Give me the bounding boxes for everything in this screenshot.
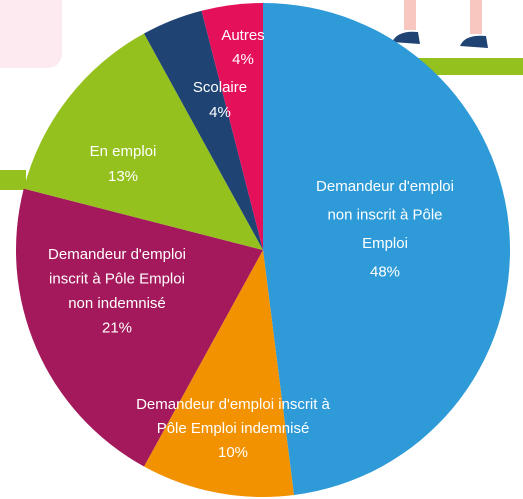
- slice-value-label: 21%: [102, 319, 132, 336]
- slice-value-label: 4%: [232, 51, 254, 68]
- pie-slice: [263, 3, 511, 496]
- slice-label: En emploi: [90, 143, 157, 160]
- pie-slice: [23, 33, 263, 251]
- decor-feet: [392, 0, 488, 48]
- slice-value-label: 48%: [370, 263, 400, 280]
- slice-value-label: 13%: [108, 168, 138, 185]
- slice-label: Demandeur d'emploi non inscrit à Pôle Empl…: [316, 178, 454, 252]
- pie: [16, 3, 511, 497]
- decor-strip: [0, 170, 26, 190]
- labels: Demandeur d'emploi non inscrit à Pôle Empl…: [48, 27, 454, 461]
- slice-value-label: 10%: [218, 444, 248, 461]
- slice-label: Scolaire: [193, 79, 247, 96]
- slice-label: Demandeur d'emploi inscrit à Pôle Emploi n…: [48, 246, 186, 312]
- pie-slice: [144, 10, 263, 250]
- slice-label: Demandeur d'emploi inscrit à Pôle Emploi …: [136, 396, 330, 437]
- slice-value-label: 4%: [209, 104, 231, 121]
- pie-slice: [16, 188, 263, 467]
- pie-slice: [144, 250, 294, 497]
- decor-box: [0, 0, 62, 68]
- pie-slice: [201, 3, 263, 250]
- slice-label: Autres: [221, 27, 264, 44]
